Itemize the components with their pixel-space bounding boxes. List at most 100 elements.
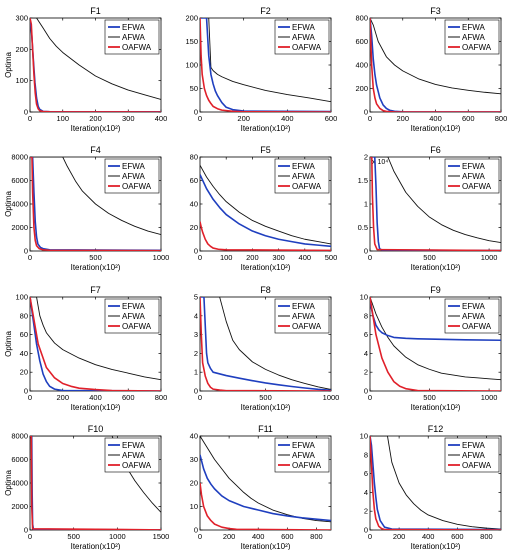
y-tick-label: 2000: [11, 502, 28, 511]
legend-label-efwa: EFWA: [292, 23, 315, 32]
y-tick-label: 10: [360, 293, 368, 302]
series-group: [200, 18, 331, 112]
y-tick-label: 4000: [11, 200, 28, 209]
x-tick-label: 500: [259, 393, 272, 402]
x-tick-label: 400: [429, 114, 442, 123]
subplot-f5: F5 0 100 200 300 400 500 0 20 40 60 80 Iteration(x10…: [190, 145, 338, 272]
x-tick-label: 0: [28, 532, 32, 541]
series-group: [370, 297, 501, 391]
y-tick-label: 0: [194, 108, 198, 117]
y-tick-label: 200: [185, 14, 198, 23]
subplot-f6: F6 0 500 1000 0 0.5 1 1.5 2 x 10⁴ Iteration(x10²) E…: [358, 145, 502, 272]
legend-label-oafwa: OAFWA: [462, 182, 492, 191]
series-line-oafwa: [200, 221, 331, 251]
y-tick-label: 100: [15, 293, 28, 302]
legend-label-afwa: AFWA: [122, 33, 145, 42]
legend-label-oafwa: OAFWA: [292, 43, 322, 52]
y-tick-label: 8000: [11, 153, 28, 162]
subplot-f11: F11 0 200 400 600 800 0 10 20 30 40 Iteration(x10²)…: [190, 424, 332, 550]
y-tick-label: 300: [15, 14, 28, 23]
x-tick-label: 600: [325, 114, 338, 123]
series-line-afwa: [200, 297, 331, 390]
subplot-title: F10: [88, 424, 104, 434]
y-tick-label: 5: [194, 293, 198, 302]
x-tick-label: 1000: [481, 393, 498, 402]
x-axis-label: Iteration(x10²): [411, 263, 461, 272]
legend-label-oafwa: OAFWA: [122, 182, 152, 191]
series-group: [370, 157, 501, 251]
y-tick-label: 20: [20, 368, 28, 377]
y-tick-label: 3: [194, 330, 198, 339]
y-tick-label: 6000: [11, 455, 28, 464]
legend-label-efwa: EFWA: [462, 302, 485, 311]
x-tick-label: 0: [198, 393, 202, 402]
series-line-oafwa: [30, 297, 161, 391]
series-line-afwa: [370, 157, 501, 243]
x-tick-label: 600: [281, 532, 294, 541]
y-tick-label: 2: [194, 349, 198, 358]
series-line-efwa: [200, 454, 331, 522]
x-axis-label: Iteration(x10²): [71, 403, 121, 412]
subplot-f3: F3 0 200 400 600 800 0 200 400 600 800 Iteration(x1…: [355, 6, 507, 133]
subplot-title: F12: [428, 424, 444, 434]
legend-label-oafwa: OAFWA: [292, 461, 322, 470]
x-tick-label: 0: [368, 393, 372, 402]
x-tick-label: 500: [423, 253, 436, 262]
y-tick-label: 0: [364, 247, 368, 256]
x-tick-label: 1000: [153, 253, 170, 262]
series-line-oafwa: [370, 436, 501, 530]
y-tick-label: 2000: [11, 223, 28, 232]
series-line-efwa: [200, 18, 331, 112]
y-tick-label: 800: [355, 14, 368, 23]
subplot-f10: F10 0 500 1000 1500 0 2000 4000 6000 8000 Iteratio…: [4, 424, 169, 550]
series-line-afwa: [370, 297, 501, 381]
x-tick-label: 500: [423, 393, 436, 402]
x-axis-label: Iteration(x10²): [71, 542, 121, 550]
legend-label-oafwa: OAFWA: [292, 322, 322, 331]
y-tick-label: 0: [194, 526, 198, 535]
legend-label-efwa: EFWA: [462, 162, 485, 171]
x-tick-label: 800: [155, 393, 168, 402]
x-tick-label: 1000: [323, 393, 340, 402]
legend-label-afwa: AFWA: [462, 312, 485, 321]
x-tick-label: 0: [28, 253, 32, 262]
subplot-title: F6: [430, 145, 441, 155]
x-tick-label: 200: [89, 114, 102, 123]
x-axis-label: Iteration(x10²): [411, 542, 461, 550]
y-tick-label: 1: [364, 200, 368, 209]
series-group: [30, 297, 161, 391]
y-exponent-label: x 10⁴: [372, 159, 388, 166]
y-tick-label: 6000: [11, 176, 28, 185]
x-tick-label: 1000: [481, 253, 498, 262]
series-line-afwa: [370, 18, 501, 95]
y-tick-label: 0: [24, 247, 28, 256]
x-tick-label: 0: [368, 253, 372, 262]
legend-label-oafwa: OAFWA: [292, 182, 322, 191]
x-tick-label: 0: [28, 393, 32, 402]
legend-label-oafwa: OAFWA: [462, 43, 492, 52]
y-tick-label: 0.5: [358, 223, 368, 232]
x-tick-label: 500: [67, 532, 80, 541]
series-line-oafwa: [200, 482, 331, 530]
subplot-title: F8: [260, 285, 271, 295]
legend-label-afwa: AFWA: [462, 172, 485, 181]
legend-label-afwa: AFWA: [462, 451, 485, 460]
subplot-title: F1: [90, 6, 101, 16]
x-tick-label: 0: [368, 532, 372, 541]
subplot-title: F9: [430, 285, 441, 295]
legend-label-efwa: EFWA: [292, 441, 315, 450]
y-tick-label: 20: [190, 479, 198, 488]
x-tick-label: 200: [246, 253, 259, 262]
series-line-efwa: [200, 174, 331, 248]
x-tick-label: 100: [220, 253, 233, 262]
legend-label-oafwa: OAFWA: [462, 322, 492, 331]
legend-label-oafwa: OAFWA: [122, 322, 152, 331]
series-line-afwa: [30, 18, 161, 100]
series-line-oafwa: [370, 157, 501, 251]
x-tick-label: 100: [56, 114, 69, 123]
series-line-efwa: [370, 436, 501, 530]
x-axis-label: Iteration(x10²): [241, 124, 291, 133]
x-axis-label: Iteration(x10²): [411, 124, 461, 133]
series-line-oafwa: [200, 297, 331, 391]
